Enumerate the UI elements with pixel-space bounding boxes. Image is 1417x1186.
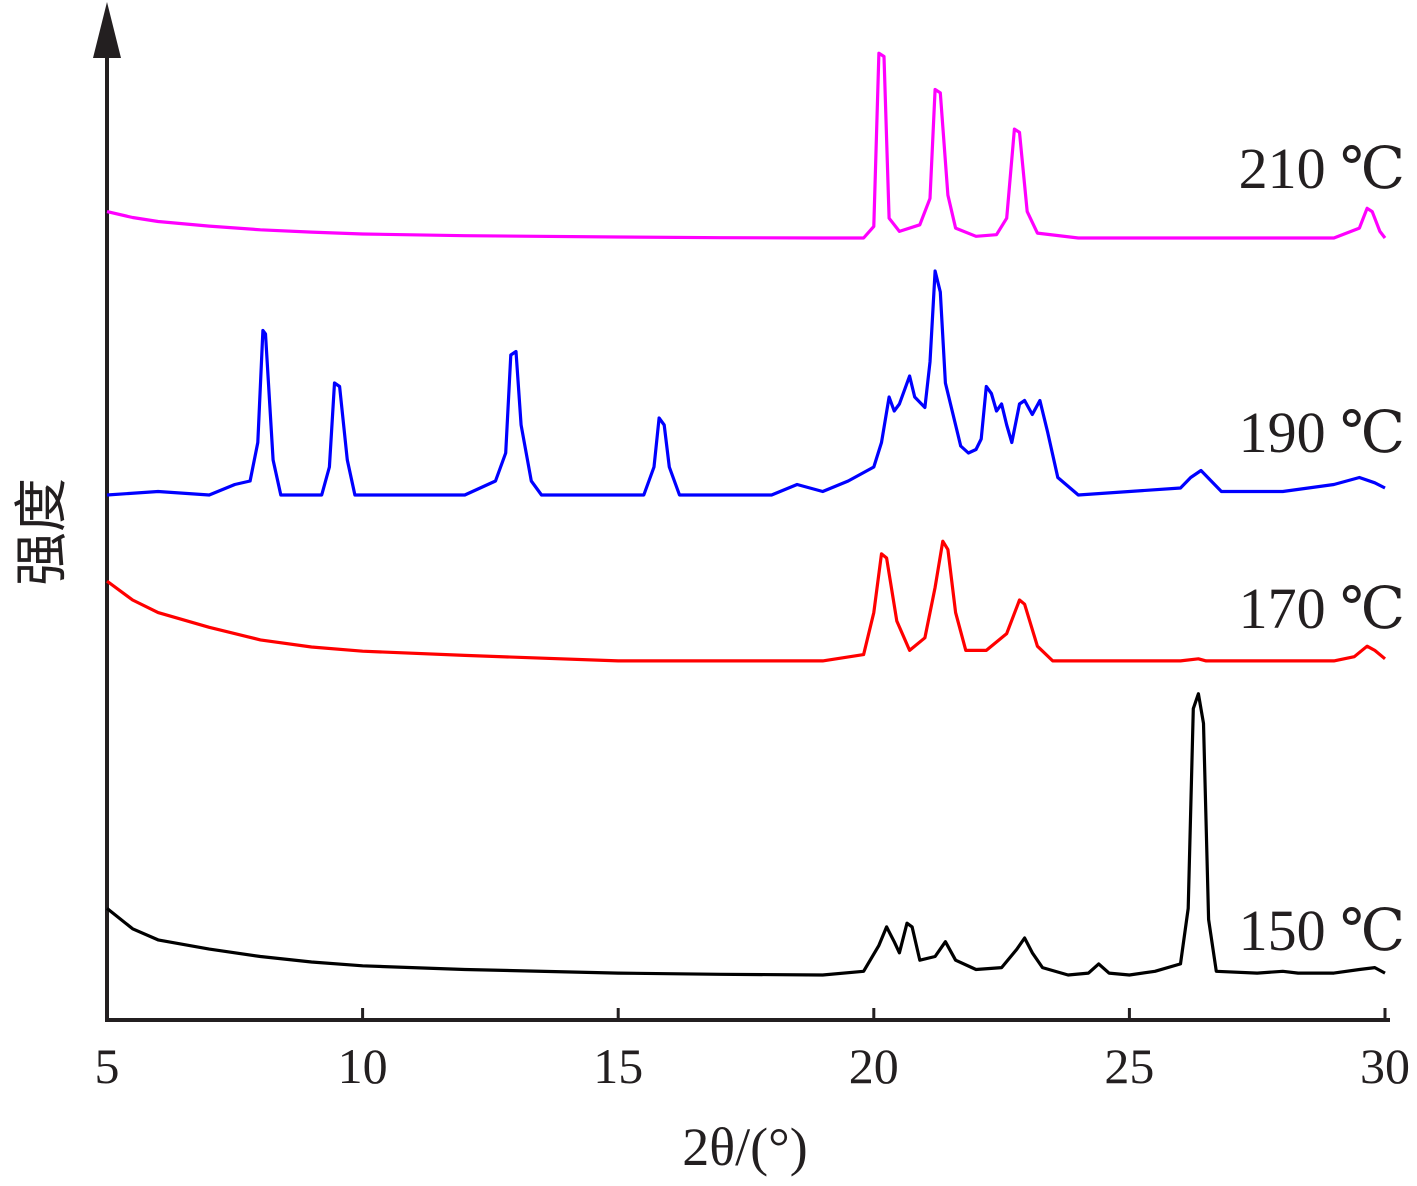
series-line-3: [106, 692, 1386, 977]
x-tick-label: 25: [1104, 1038, 1154, 1094]
x-tick-label: 15: [593, 1038, 643, 1094]
series-label-0: 210 ℃: [1239, 136, 1405, 201]
y-axis-arrow: [93, 2, 121, 58]
x-tick-label: 5: [95, 1038, 120, 1094]
x-axis-title: 2θ/(°): [682, 1117, 807, 1177]
x-tick-label: 20: [849, 1038, 899, 1094]
x-tick-label: 10: [338, 1038, 388, 1094]
series-line-2: [106, 539, 1387, 663]
x-ticks: 5 10 15 20 25 30: [95, 1008, 1410, 1094]
series-group: [106, 51, 1387, 977]
axes: 5 10 15 20 25 30: [93, 2, 1410, 1094]
series-label-1: 190 ℃: [1239, 400, 1405, 465]
series-line-1: [106, 269, 1386, 497]
y-axis-title: 强度: [12, 478, 72, 586]
series-label-2: 170 ℃: [1239, 576, 1405, 641]
x-tick-label: 30: [1360, 1038, 1410, 1094]
series-line-0: [106, 51, 1387, 240]
series-labels: 210 ℃ 190 ℃ 170 ℃ 150 ℃: [1239, 136, 1405, 963]
series-label-3: 150 ℃: [1239, 898, 1405, 963]
